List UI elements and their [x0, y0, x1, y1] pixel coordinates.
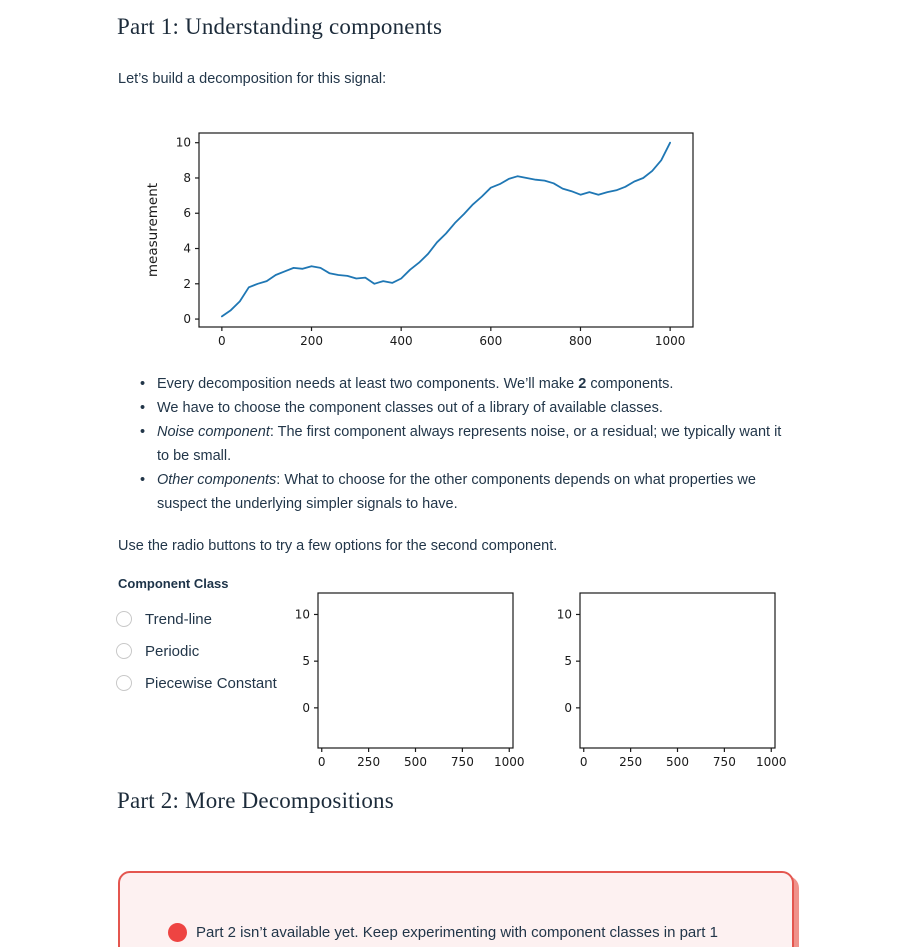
part2-heading: Part 2: More Decompositions: [117, 788, 394, 813]
bullet-component-classes: We have to choose the component classes …: [136, 396, 786, 420]
svg-text:1000: 1000: [655, 334, 686, 348]
svg-text:8: 8: [183, 171, 191, 185]
svg-text:2: 2: [183, 277, 191, 291]
alert-content: Part 2 isn’t available yet. Keep experim…: [120, 873, 792, 942]
part2-unavailable-alert: Part 2 isn’t available yet. Keep experim…: [118, 871, 794, 947]
component-chart-left: 0 250 500 750 1000 0 5 10: [295, 592, 525, 769]
svg-text:0: 0: [580, 755, 588, 769]
component-class-radio-group: Trend-line Periodic Piecewise Constant: [116, 603, 277, 699]
radio-piecewise-constant[interactable]: Piecewise Constant: [116, 667, 277, 699]
svg-text:measurement: measurement: [145, 183, 161, 277]
radio-circle-icon[interactable]: [116, 611, 132, 627]
radio-trend-line[interactable]: Trend-line: [116, 603, 277, 635]
svg-text:0: 0: [302, 701, 310, 715]
svg-text:1000: 1000: [494, 755, 525, 769]
intro-text: Let’s build a decomposition for this sig…: [118, 71, 387, 87]
svg-text:500: 500: [404, 755, 427, 769]
bold-two: 2: [578, 376, 587, 392]
svg-text:1000: 1000: [756, 755, 787, 769]
red-circle-icon: [168, 923, 187, 942]
svg-text:400: 400: [390, 334, 413, 348]
svg-text:750: 750: [713, 755, 736, 769]
svg-text:10: 10: [295, 607, 310, 621]
radio-label-periodic: Periodic: [145, 642, 200, 660]
component-class-label: Component Class: [118, 576, 229, 591]
decomposition-bullets: Every decomposition needs at least two c…: [136, 372, 786, 516]
svg-text:5: 5: [302, 654, 310, 668]
radio-label-trend-line: Trend-line: [145, 610, 212, 628]
svg-text:800: 800: [569, 334, 592, 348]
signal-chart: 0 200 400 600 800 1000 0 2 4 6 8 10 measurement: [145, 132, 694, 348]
svg-text:6: 6: [183, 206, 191, 220]
svg-text:600: 600: [479, 334, 502, 348]
svg-text:200: 200: [300, 334, 323, 348]
svg-text:500: 500: [666, 755, 689, 769]
radio-periodic[interactable]: Periodic: [116, 635, 277, 667]
svg-text:250: 250: [357, 755, 380, 769]
svg-text:0: 0: [564, 701, 572, 715]
bullet-noise-component: Noise component: The first component alw…: [136, 420, 786, 468]
svg-text:10: 10: [176, 136, 191, 150]
radio-label-piecewise-constant: Piecewise Constant: [145, 674, 277, 692]
svg-text:0: 0: [318, 755, 326, 769]
svg-text:5: 5: [564, 654, 572, 668]
radio-circle-icon[interactable]: [116, 675, 132, 691]
svg-text:250: 250: [619, 755, 642, 769]
svg-text:750: 750: [451, 755, 474, 769]
instruction-text: Use the radio buttons to try a few optio…: [118, 538, 558, 554]
svg-text:0: 0: [183, 312, 191, 326]
svg-text:10: 10: [557, 607, 572, 621]
bullet-other-components: Other components: What to choose for the…: [136, 468, 786, 516]
part1-heading: Part 1: Understanding components: [117, 14, 443, 39]
component-chart-right: 0 250 500 750 1000 0 5 10: [557, 592, 787, 769]
alert-message: Part 2 isn’t available yet. Keep experim…: [196, 924, 718, 941]
radio-circle-icon[interactable]: [116, 643, 132, 659]
svg-text:4: 4: [183, 242, 191, 256]
svg-text:0: 0: [218, 334, 226, 348]
bullet-components-count: Every decomposition needs at least two c…: [136, 372, 786, 396]
